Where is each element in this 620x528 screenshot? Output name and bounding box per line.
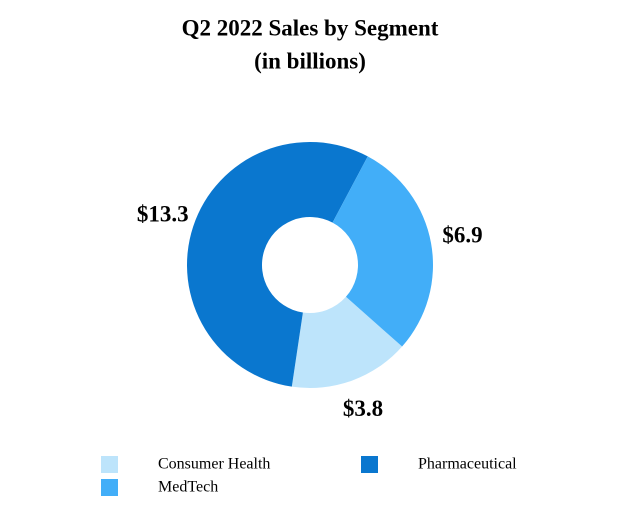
legend-label: Pharmaceutical [418, 456, 517, 473]
legend-swatch [361, 456, 378, 473]
legend-swatch [101, 479, 118, 496]
value-label: $6.9 [442, 223, 482, 248]
donut-slice [291, 296, 403, 388]
donut-slice [332, 156, 433, 347]
legend-label: MedTech [158, 479, 218, 496]
value-label: $13.3 [137, 202, 189, 227]
legend-swatch [101, 456, 118, 473]
legend-label: Consumer Health [158, 456, 270, 473]
value-label: $3.8 [343, 396, 383, 421]
chart-subtitle: (in billions) [254, 48, 366, 73]
donut-slice [186, 141, 368, 387]
chart-title: Q2 2022 Sales by Segment [182, 15, 439, 40]
